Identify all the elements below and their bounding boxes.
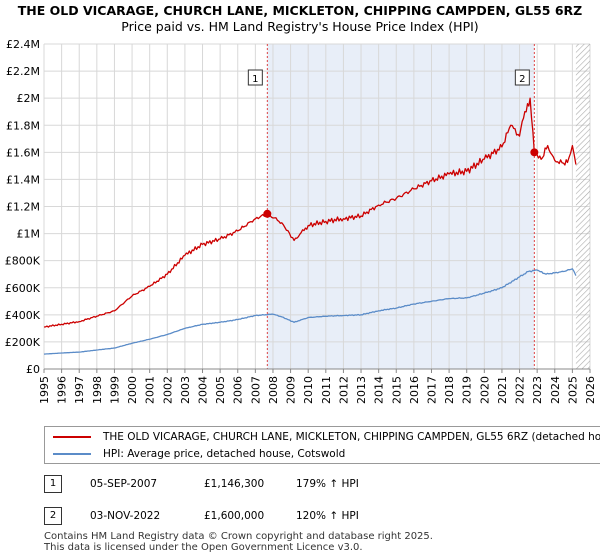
hpi-line [43,268,577,355]
transaction-2-price: £1,600,000 [204,510,265,522]
y-tick-label-4: £800K [5,255,41,268]
y-tick-label-11: £2.2M [6,65,40,78]
legend: THE OLD VICARAGE, CHURCH LANE, MICKLETON… [44,426,600,464]
x-tick-label-2012: 2012 [337,376,350,404]
y-tick-label-0: £0 [26,363,40,376]
x-tick-label-2003: 2003 [179,376,192,404]
transaction-1-date: 05-SEP-2007 [90,478,158,490]
x-tick-label-2002: 2002 [161,376,174,404]
transaction-1-price: £1,146,300 [204,478,265,490]
x-tick-label-2015: 2015 [390,376,403,404]
y-tick-label-6: £1.2M [6,201,40,214]
transaction-2-date: 03-NOV-2022 [90,510,161,522]
y-tick-label-8: £1.6M [6,146,40,159]
sale-1-label-box [247,69,263,86]
x-tick-label-1998: 1998 [91,376,104,404]
transaction-2-badge: 2 [44,507,62,525]
x-tick-label-2014: 2014 [373,376,386,404]
x-tick-label-1997: 1997 [73,376,86,404]
x-tick-label-2010: 2010 [302,376,315,404]
transaction-1-hpi: 179% ↑ HPI [296,478,359,490]
x-tick-label-2023: 2023 [531,376,544,404]
x-tick-label-2006: 2006 [232,376,245,404]
footer-line-2: This data is licensed under the Open Gov… [44,542,363,553]
x-tick-label-2019: 2019 [461,376,474,404]
legend-item-hpi: HPI: Average price, detached house, Cots… [53,446,345,462]
x-tick-label-2025: 2025 [566,376,579,404]
x-tick-label-1999: 1999 [108,376,121,404]
sale-1-point [263,209,272,218]
sale-2-label-box [514,69,530,86]
chart-title: THE OLD VICARAGE, CHURCH LANE, MICKLETON… [17,3,583,18]
x-tick-label-1995: 1995 [38,376,51,404]
sale-2-point [530,148,539,157]
y-tick-label-5: £1M [17,228,41,241]
x-tick-label-2007: 2007 [249,376,262,404]
legend-hpi-swatch [53,453,91,455]
x-tick-label-2016: 2016 [408,376,421,404]
footer-attribution: Contains HM Land Registry data © Crown c… [44,531,433,553]
y-tick-label-1: £200K [5,336,41,349]
sale-1-label: 1 [252,74,258,85]
y-tick-label-9: £1.8M [6,119,40,132]
x-tick-label-2018: 2018 [443,376,456,404]
x-tick-label-2008: 2008 [267,376,280,404]
x-tick-label-2021: 2021 [496,376,509,404]
x-tick-label-2017: 2017 [425,376,438,404]
x-tick-label-2001: 2001 [144,376,157,404]
x-tick-label-2024: 2024 [549,376,562,404]
x-tick-label-2013: 2013 [355,376,368,404]
price-chart: 1 2 £0 £200K £400K £600K £800K £1M £1.2M £1.4M £1… [5,38,597,404]
y-tick-label-12: £2.4M [6,38,40,51]
y-tick-label-2: £400K [5,309,41,322]
transaction-2-hpi: 120% ↑ HPI [296,510,359,522]
transaction-1-badge: 1 [44,475,62,493]
legend-property-label: THE OLD VICARAGE, CHURCH LANE, MICKLETON… [103,431,600,443]
y-tick-label-3: £600K [5,282,41,295]
y-tick-label-7: £1.4M [6,173,40,186]
y-tick-label-10: £2M [17,92,41,105]
x-tick-label-2020: 2020 [478,376,491,404]
x-tick-label-2009: 2009 [285,376,298,404]
x-tick-label-2005: 2005 [214,376,227,404]
legend-item-property: THE OLD VICARAGE, CHURCH LANE, MICKLETON… [53,429,600,445]
forecast-hatch [575,44,590,369]
x-tick-label-2022: 2022 [514,376,527,404]
footer-line-1: Contains HM Land Registry data © Crown c… [44,531,433,542]
sale-2-label: 2 [519,74,525,85]
x-tick-label-2011: 2011 [320,376,333,404]
chart-subtitle: Price paid vs. HM Land Registry's House … [121,19,479,34]
x-tick-label-2026: 2026 [584,376,597,404]
x-tick-label-1996: 1996 [56,376,69,404]
property-price-line [43,97,577,328]
x-tick-label-2000: 2000 [126,376,139,404]
legend-property-swatch [53,436,91,438]
legend-hpi-label: HPI: Average price, detached house, Cots… [103,448,346,460]
x-tick-label-2004: 2004 [197,376,210,404]
